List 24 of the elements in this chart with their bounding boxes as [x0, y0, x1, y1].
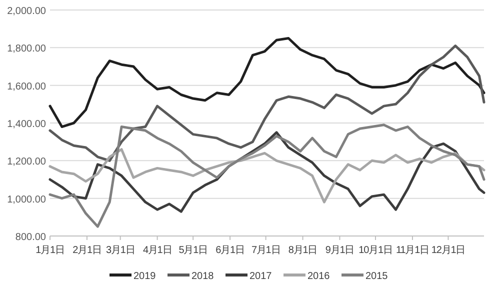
legend-label: 2015 [366, 271, 388, 282]
x-tick-label: 3月1日 [106, 245, 135, 256]
legend-label: 2017 [250, 271, 272, 282]
y-tick-label: 1,400.00 [7, 119, 46, 130]
y-tick-label: 800.00 [15, 232, 46, 243]
x-tick-label: 10月1日 [358, 245, 392, 256]
x-tick-label: 8月1日 [288, 245, 318, 256]
x-tick-label: 1月1日 [36, 245, 64, 256]
x-tick-label: 9月1日 [325, 245, 354, 256]
y-tick-label: 1,800.00 [7, 44, 46, 55]
x-tick-label: 11月1日 [396, 245, 429, 256]
y-tick-label: 1,200.00 [7, 156, 46, 168]
x-tick-label: 2月1日 [72, 245, 102, 256]
x-tick-label: 6月1日 [216, 245, 244, 256]
y-tick-label: 2,000.00 [7, 6, 46, 17]
legend-label: 2016 [308, 271, 330, 282]
x-tick-label: 5月1日 [178, 245, 208, 256]
x-tick-label: 12月1日 [431, 245, 466, 256]
x-tick-label: 4月1日 [142, 245, 172, 256]
x-tick-label: 7月1日 [251, 245, 280, 256]
y-tick-label: 1,000.00 [7, 194, 46, 206]
legend-label: 2019 [134, 271, 156, 282]
legend-label: 2018 [192, 271, 214, 282]
y-tick-label: 1,600.00 [7, 81, 46, 92]
